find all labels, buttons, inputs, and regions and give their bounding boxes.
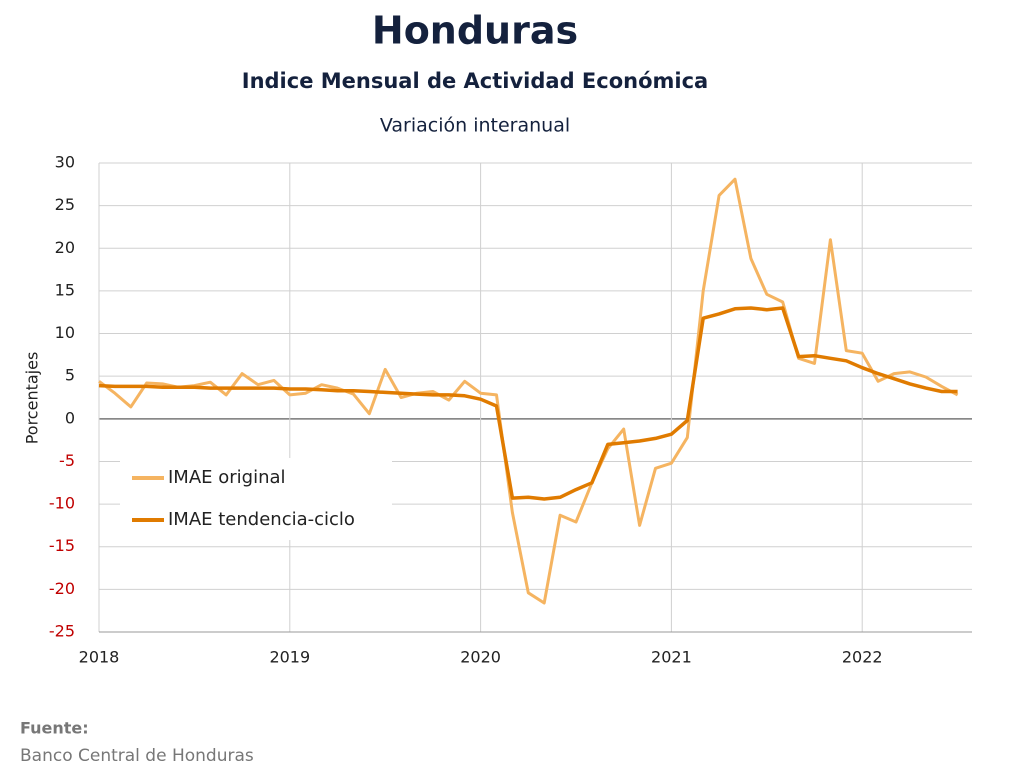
legend-label: IMAE tendencia-ciclo bbox=[168, 509, 355, 530]
legend-label: IMAE original bbox=[168, 467, 286, 488]
x-tick-label: 2021 bbox=[651, 648, 692, 667]
x-tick-label: 2022 bbox=[842, 648, 883, 667]
source: Banco Central de Honduras bbox=[20, 746, 254, 766]
line bbox=[98, 177, 959, 605]
chart-subtitle: Variación interanual bbox=[380, 115, 570, 137]
x-tick-label: 2018 bbox=[79, 648, 120, 667]
line bbox=[98, 306, 958, 501]
x-tick-label: 2020 bbox=[460, 648, 501, 667]
chart-subtitle: Indice Mensual de Actividad Económica bbox=[242, 69, 708, 93]
y-tick-label: 10 bbox=[55, 323, 75, 342]
y-tick-label: -15 bbox=[49, 536, 75, 555]
y-tick-label: 15 bbox=[55, 280, 75, 299]
y-tick-label: 25 bbox=[55, 195, 75, 214]
y-tick-label: -10 bbox=[49, 494, 75, 513]
y-axis-label: Porcentajes bbox=[23, 352, 42, 445]
legend-box bbox=[120, 458, 392, 540]
y-tick-label: 5 bbox=[65, 366, 75, 385]
source-label: Fuente: bbox=[20, 719, 89, 738]
x-tick-label: 2019 bbox=[269, 648, 310, 667]
y-tick-label: -20 bbox=[49, 579, 75, 598]
y-tick-label: -25 bbox=[49, 622, 75, 641]
y-tick-label: 0 bbox=[65, 408, 75, 427]
y-tick-label: -5 bbox=[59, 451, 75, 470]
y-tick-label: 30 bbox=[55, 153, 75, 172]
chart-title: Honduras bbox=[372, 9, 578, 53]
y-tick-label: 20 bbox=[55, 238, 75, 257]
